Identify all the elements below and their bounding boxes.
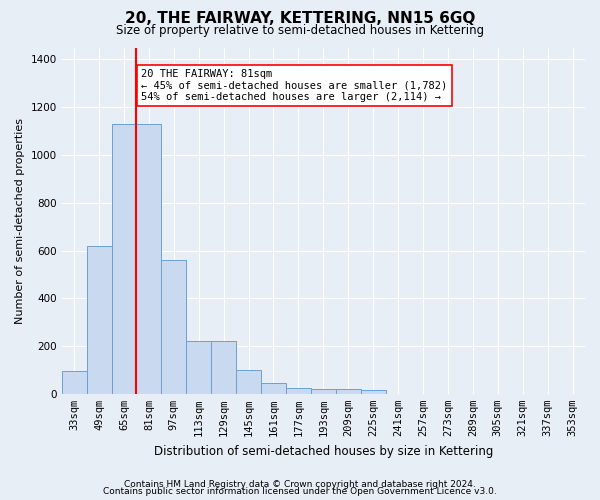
Text: 20 THE FAIRWAY: 81sqm
← 45% of semi-detached houses are smaller (1,782)
54% of s: 20 THE FAIRWAY: 81sqm ← 45% of semi-deta… [142,69,448,102]
Bar [311,388,336,394]
Text: Contains HM Land Registry data © Crown copyright and database right 2024.: Contains HM Land Registry data © Crown c… [124,480,476,489]
Bar [286,388,311,394]
Bar [112,124,136,394]
Bar [86,246,112,394]
Y-axis label: Number of semi-detached properties: Number of semi-detached properties [15,118,25,324]
Text: 20, THE FAIRWAY, KETTERING, NN15 6GQ: 20, THE FAIRWAY, KETTERING, NN15 6GQ [125,11,475,26]
Bar [211,342,236,394]
Text: Size of property relative to semi-detached houses in Kettering: Size of property relative to semi-detach… [116,24,484,37]
Bar [236,370,261,394]
X-axis label: Distribution of semi-detached houses by size in Kettering: Distribution of semi-detached houses by … [154,444,493,458]
Bar [161,260,186,394]
Bar [336,389,361,394]
Bar [62,371,86,394]
Bar [261,383,286,394]
Bar [361,390,386,394]
Text: Contains public sector information licensed under the Open Government Licence v3: Contains public sector information licen… [103,487,497,496]
Bar [136,124,161,394]
Bar [186,342,211,394]
